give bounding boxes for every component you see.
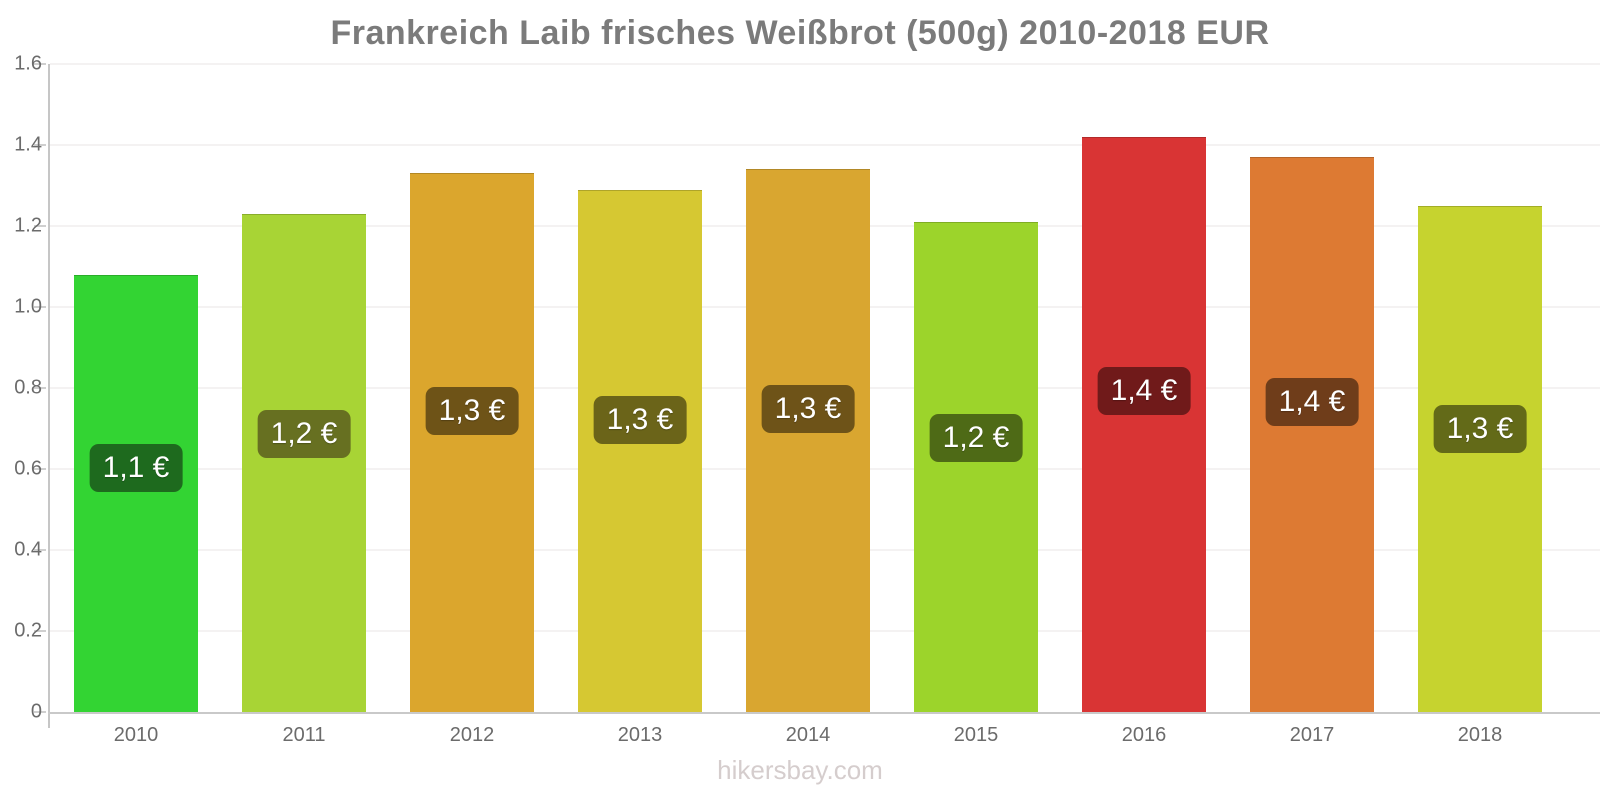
bar-group-2010: 1,1 € 2010 <box>74 64 198 746</box>
bar-group-2012: 1,3 € 2012 <box>410 64 534 746</box>
bar-group-2013: 1,3 € 2013 <box>578 64 702 746</box>
bar-2012: 1,3 € <box>410 173 534 712</box>
y-tick-mark <box>34 711 46 713</box>
bar-2017: 1,4 € <box>1250 157 1374 712</box>
y-tick-label: 0 <box>30 700 42 723</box>
x-tick-label: 2017 <box>1289 724 1335 746</box>
bar-2010: 1,1 € <box>74 274 198 712</box>
bar-group-2018: 1,3 € 2018 <box>1418 64 1542 746</box>
bar-group-2015: 1,2 € 2015 <box>914 64 1038 746</box>
y-tick-label: 1.2 <box>14 214 42 237</box>
y-tick-mark <box>34 63 46 65</box>
gridline <box>50 63 1600 65</box>
x-tick-label: 2014 <box>785 724 831 746</box>
bar-group-2017: 1,4 € 2017 <box>1250 64 1374 746</box>
bar-2013: 1,3 € <box>578 189 702 712</box>
plot-area: 0 0.2 0.4 0.6 0.8 1.0 1.2 1.4 1.6 1,1 € 2010 1,2 €… <box>14 53 1600 746</box>
bar-2016: 1,4 € <box>1082 136 1206 712</box>
y-tick-label: 0.2 <box>14 619 42 642</box>
bar-value-badge: 1,3 € <box>425 386 519 435</box>
y-tick-mark <box>34 306 46 308</box>
bar-value-badge: 1,4 € <box>1097 366 1191 415</box>
x-tick-label: 2011 <box>282 724 326 746</box>
bar-value-badge: 1,1 € <box>89 443 183 492</box>
y-tick-mark <box>34 144 46 146</box>
bar-group-2016: 1,4 € 2016 <box>1082 64 1206 746</box>
bar-group-2011: 1,2 € 2011 <box>242 64 366 746</box>
bar-value-badge: 1,3 € <box>761 384 855 433</box>
y-tick-label: 0.6 <box>14 457 42 480</box>
x-tick-label: 2010 <box>113 724 159 746</box>
y-tick-mark <box>34 387 46 389</box>
y-tick-label: 0.4 <box>14 538 42 561</box>
bar-2015: 1,2 € <box>914 221 1038 712</box>
bar-2011: 1,2 € <box>242 213 366 712</box>
y-tick-label: 1.6 <box>14 52 42 75</box>
bar-value-badge: 1,3 € <box>593 396 687 444</box>
watermark: hikersbay.com <box>717 755 883 785</box>
bar-value-badge: 1,2 € <box>257 409 351 458</box>
y-tick-mark <box>34 468 46 470</box>
bar-value-badge: 1,3 € <box>1433 405 1527 454</box>
y-tick-mark <box>34 549 46 551</box>
bar-group-2014: 1,3 € 2014 <box>746 64 870 746</box>
x-tick-label: 2015 <box>953 724 999 746</box>
y-axis-line <box>48 64 50 728</box>
x-tick-label: 2012 <box>449 724 495 746</box>
chart-title: Frankreich Laib frisches Weißbrot (500g)… <box>330 14 1270 52</box>
gridline <box>50 144 1600 146</box>
bar-value-badge: 1,4 € <box>1265 377 1359 426</box>
x-tick-label: 2013 <box>617 724 663 746</box>
y-tick-label: 1.4 <box>14 133 42 156</box>
y-tick-label: 1.0 <box>14 295 42 318</box>
x-tick-label: 2016 <box>1121 724 1167 746</box>
x-axis-line <box>48 712 1600 714</box>
x-tick-label: 2018 <box>1457 724 1503 746</box>
bar-2014: 1,3 € <box>746 169 870 712</box>
y-tick-mark <box>34 630 46 632</box>
y-tick-label: 0.8 <box>14 376 42 399</box>
y-tick-mark <box>34 225 46 227</box>
bar-2018: 1,3 € <box>1418 205 1542 712</box>
bar-value-badge: 1,2 € <box>929 414 1023 463</box>
